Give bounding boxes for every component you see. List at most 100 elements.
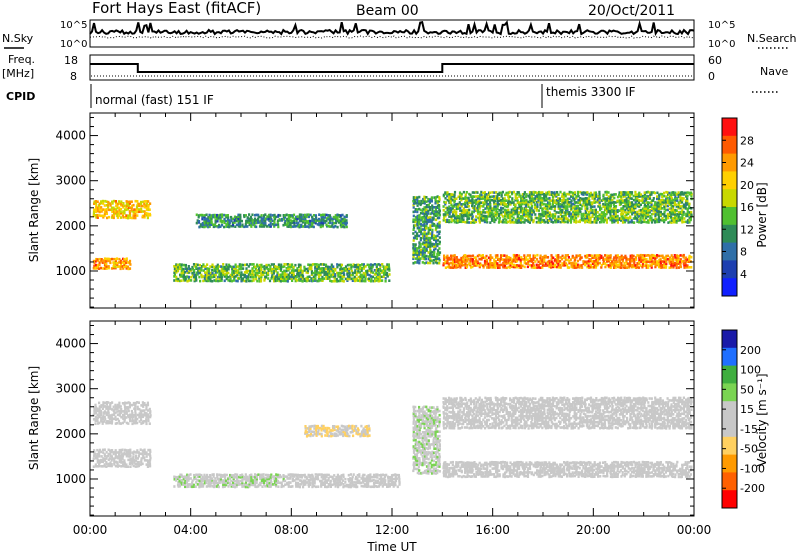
echo-cell — [675, 263, 678, 267]
echo-cell — [566, 217, 569, 220]
echo-cell — [294, 279, 297, 283]
echo-cell — [573, 218, 576, 222]
echo-cell — [119, 202, 123, 205]
echo-cell — [622, 205, 625, 208]
echo-cell — [107, 414, 110, 417]
echo-cell — [145, 200, 148, 203]
echo-cell — [145, 208, 148, 211]
echo-cell — [119, 411, 122, 414]
echo-cell — [537, 266, 540, 269]
echo-cell — [329, 216, 332, 219]
echo-cell — [336, 263, 339, 266]
echo-cell — [237, 215, 240, 218]
echo-cell — [412, 257, 415, 260]
echo-cell — [634, 202, 637, 206]
echo-cell — [337, 279, 340, 283]
echo-cell — [235, 485, 238, 488]
echo-cell — [448, 193, 451, 196]
echo-cell — [529, 206, 532, 210]
echo-cell — [550, 199, 553, 202]
echo-cell — [218, 473, 221, 477]
echo-cell — [277, 215, 280, 218]
echo-cell — [562, 199, 565, 202]
echo-cell — [302, 225, 305, 228]
echo-cell — [235, 216, 238, 219]
echo-cell — [654, 214, 657, 218]
echo-cell — [446, 256, 449, 259]
echo-cell — [499, 201, 502, 204]
echo-cell — [280, 267, 283, 271]
echo-cell — [498, 216, 501, 220]
echo-cell — [95, 216, 98, 219]
echo-cell — [178, 267, 181, 271]
echo-cell — [219, 473, 223, 477]
echo-cell — [575, 196, 578, 200]
echo-cell — [250, 221, 253, 225]
echo-cell — [671, 201, 674, 205]
echo-cell — [120, 465, 123, 468]
echo-cell — [627, 216, 630, 220]
echo-cell — [288, 277, 291, 280]
echo-cell — [475, 264, 478, 267]
echo-cell — [248, 217, 251, 221]
echo-cell — [227, 479, 230, 483]
echo-cell — [477, 208, 480, 212]
echo-cell — [182, 481, 185, 485]
echo-cell — [674, 214, 677, 218]
echo-cell — [446, 254, 449, 258]
echo-cell — [621, 257, 625, 261]
echo-cell — [332, 217, 335, 221]
echo-cell — [546, 219, 549, 222]
echo-cell — [355, 279, 358, 282]
echo-cell — [504, 214, 507, 218]
echo-cell — [109, 407, 112, 410]
echo-cell — [528, 193, 531, 196]
echo-cell — [348, 273, 351, 276]
echo-cell — [589, 206, 592, 210]
echo-cell — [136, 407, 139, 411]
echo-cell — [584, 217, 587, 220]
echo-cell — [110, 464, 113, 468]
echo-cell — [676, 258, 679, 261]
echo-cell — [123, 416, 127, 419]
echo-cell — [629, 207, 632, 210]
echo-cell — [471, 202, 474, 206]
echo-cell — [178, 265, 182, 268]
echo-cell — [419, 238, 422, 242]
echo-cell — [571, 264, 574, 267]
echo-cell — [553, 207, 556, 210]
echo-cell — [478, 265, 481, 269]
echo-cell — [478, 212, 482, 216]
echo-cell — [645, 207, 648, 210]
echo-cell — [561, 262, 564, 265]
echo-cell — [648, 211, 651, 214]
echo-cell — [666, 208, 669, 212]
echo-cell — [268, 219, 271, 222]
echo-cell — [519, 221, 522, 224]
echo-cell — [96, 200, 99, 203]
echo-cell — [556, 191, 559, 194]
echo-cell — [462, 202, 465, 206]
echo-cell — [260, 225, 263, 228]
echo-cell — [604, 190, 607, 194]
echo-cell — [573, 207, 576, 210]
echo-cell — [251, 269, 254, 272]
echo-cell — [329, 279, 332, 283]
echo-cell — [125, 261, 128, 265]
echo-cell — [96, 258, 99, 261]
echo-cell — [460, 258, 463, 262]
echo-cell — [147, 203, 150, 207]
echo-cell — [199, 279, 202, 283]
echo-cell — [416, 214, 419, 218]
echo-cell — [609, 218, 612, 222]
echo-cell — [645, 194, 648, 198]
echo-cell — [586, 256, 589, 259]
echo-cell — [566, 205, 569, 209]
echo-cell — [103, 257, 107, 260]
echo-cell — [607, 203, 610, 206]
echo-cell — [667, 193, 670, 196]
echo-cell — [587, 203, 590, 206]
echo-cell — [631, 212, 634, 216]
echo-cell — [270, 271, 273, 275]
echo-cell — [518, 221, 521, 224]
